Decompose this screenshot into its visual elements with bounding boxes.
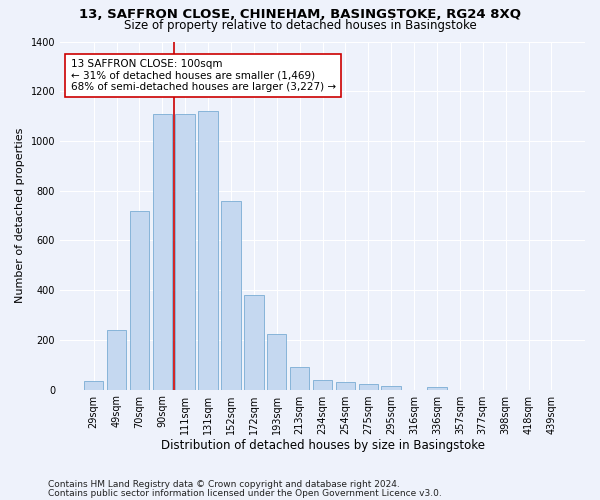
Text: Size of property relative to detached houses in Basingstoke: Size of property relative to detached ho… (124, 19, 476, 32)
Bar (199, 111, 218, 390)
Text: 13, SAFFRON CLOSE, CHINEHAM, BASINGSTOKE, RG24 8XQ: 13, SAFFRON CLOSE, CHINEHAM, BASINGSTOKE… (79, 8, 521, 20)
Bar (335, 382, 355, 390)
Bar (359, 384, 378, 390)
Bar (382, 386, 401, 390)
Bar (221, 200, 241, 390)
Bar (290, 367, 310, 390)
Text: 13 SAFFRON CLOSE: 100sqm
← 31% of detached houses are smaller (1,469)
68% of sem: 13 SAFFRON CLOSE: 100sqm ← 31% of detach… (71, 59, 335, 92)
Bar (152, 114, 172, 390)
Text: Contains public sector information licensed under the Open Government Licence v3: Contains public sector information licen… (48, 489, 442, 498)
Bar (427, 387, 446, 390)
X-axis label: Distribution of detached houses by size in Basingstoke: Distribution of detached houses by size … (161, 440, 485, 452)
Bar (175, 114, 195, 390)
Bar (130, 210, 149, 390)
Bar (267, 334, 286, 390)
Y-axis label: Number of detached properties: Number of detached properties (15, 128, 25, 303)
Bar (244, 295, 263, 390)
Text: Contains HM Land Registry data © Crown copyright and database right 2024.: Contains HM Land Registry data © Crown c… (48, 480, 400, 489)
Bar (84, 381, 103, 390)
Bar (107, 330, 126, 390)
Bar (313, 380, 332, 390)
